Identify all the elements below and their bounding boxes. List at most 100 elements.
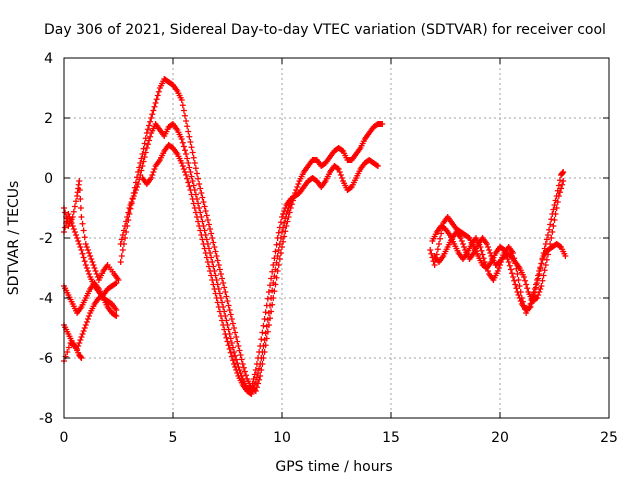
data-point-marker xyxy=(273,259,280,266)
data-point-marker xyxy=(268,275,275,282)
data-point-marker xyxy=(540,250,547,256)
data-point-marker xyxy=(75,238,82,244)
data-point-marker xyxy=(187,187,194,193)
data-point-marker xyxy=(207,268,214,274)
data-point-marker xyxy=(265,289,272,295)
data-point-marker xyxy=(438,230,445,237)
data-point-marker xyxy=(129,196,136,202)
data-point-marker xyxy=(562,253,569,259)
data-point-marker xyxy=(131,190,138,196)
data-point-marker xyxy=(503,253,510,259)
data-point-marker xyxy=(277,219,284,226)
data-point-marker xyxy=(203,212,210,219)
data-point-marker xyxy=(275,229,282,236)
data-point-marker xyxy=(209,277,216,283)
data-point-marker xyxy=(88,256,95,262)
data-point-marker xyxy=(485,244,492,250)
data-point-marker xyxy=(82,241,89,247)
data-point-marker xyxy=(134,184,141,190)
data-point-marker xyxy=(233,367,240,373)
data-point-marker xyxy=(270,262,277,268)
data-point-marker xyxy=(237,352,244,358)
data-point-marker xyxy=(198,232,205,238)
data-point-marker xyxy=(141,140,148,147)
data-point-marker xyxy=(514,271,521,277)
data-point-marker xyxy=(184,175,191,182)
data-point-marker xyxy=(508,270,515,277)
series-trace-8 xyxy=(429,178,567,304)
data-point-marker xyxy=(224,338,231,345)
data-point-marker xyxy=(269,268,276,275)
data-point-marker xyxy=(184,155,191,162)
data-point-marker xyxy=(228,340,235,346)
data-point-marker xyxy=(261,316,268,322)
data-point-marker xyxy=(90,262,97,268)
data-point-marker xyxy=(132,187,139,193)
data-point-marker xyxy=(542,241,549,247)
chart-title: Day 306 of 2021, Sidereal Day-to-day VTE… xyxy=(44,22,606,38)
data-point-marker xyxy=(140,145,147,152)
data-point-marker xyxy=(151,103,158,110)
data-point-marker xyxy=(279,229,285,235)
data-point-marker xyxy=(181,147,188,154)
data-point-marker xyxy=(74,235,81,241)
data-point-marker xyxy=(229,344,236,351)
data-point-marker xyxy=(83,244,90,250)
data-point-marker xyxy=(216,266,223,273)
data-point-marker xyxy=(92,268,99,274)
data-point-marker xyxy=(219,275,226,282)
data-point-marker xyxy=(143,145,150,151)
data-point-marker xyxy=(223,293,230,300)
data-point-marker xyxy=(280,224,287,231)
data-point-marker xyxy=(335,166,342,172)
data-point-marker xyxy=(534,295,541,301)
x-tick-label: 25 xyxy=(600,430,618,446)
y-tick-label: 2 xyxy=(44,111,53,127)
data-point-marker xyxy=(86,271,93,277)
data-point-marker xyxy=(526,304,533,311)
data-point-marker xyxy=(554,187,561,194)
data-point-marker xyxy=(273,241,280,248)
data-point-marker xyxy=(233,356,240,363)
data-point-marker xyxy=(77,205,84,211)
data-point-marker xyxy=(186,183,193,190)
data-point-marker xyxy=(205,221,212,228)
data-point-marker xyxy=(150,169,157,175)
data-point-marker xyxy=(379,121,386,127)
data-point-marker xyxy=(84,247,91,253)
data-point-marker xyxy=(201,203,208,210)
data-point-marker xyxy=(265,310,272,316)
data-point-marker xyxy=(113,313,120,319)
data-point-marker xyxy=(233,334,240,340)
data-point-marker xyxy=(263,323,270,330)
data-point-marker xyxy=(70,226,77,232)
data-point-marker xyxy=(258,355,265,361)
data-point-marker xyxy=(540,272,547,279)
data-point-marker xyxy=(539,255,546,262)
data-point-marker xyxy=(154,92,161,99)
data-point-marker xyxy=(141,154,148,160)
data-point-marker xyxy=(437,235,444,242)
data-point-marker xyxy=(275,247,282,253)
data-point-marker xyxy=(276,241,283,247)
data-point-marker xyxy=(113,280,120,286)
data-point-marker xyxy=(281,220,288,226)
data-point-marker xyxy=(188,144,195,151)
data-point-marker xyxy=(82,262,89,268)
data-point-marker xyxy=(118,253,125,259)
data-point-marker xyxy=(535,275,542,282)
data-point-marker xyxy=(272,248,279,255)
data-point-marker xyxy=(213,253,220,259)
data-point-marker xyxy=(541,245,548,252)
data-point-marker xyxy=(261,337,268,343)
data-point-marker xyxy=(551,217,558,223)
series-trace-7 xyxy=(139,142,294,397)
series-trace-9 xyxy=(431,229,569,316)
y-tick-label: -8 xyxy=(39,411,53,427)
data-point-marker xyxy=(507,266,514,273)
data-point-marker xyxy=(192,165,199,172)
x-tick-label: 5 xyxy=(169,430,178,446)
data-point-marker xyxy=(112,280,119,287)
data-point-marker xyxy=(280,238,287,245)
data-point-marker xyxy=(197,185,204,192)
